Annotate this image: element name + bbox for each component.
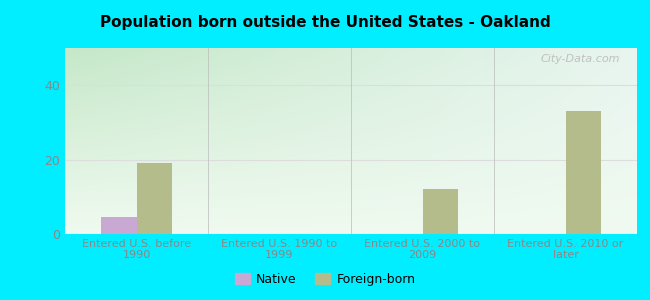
Bar [101,217,136,234]
Legend: Native, Foreign-born: Native, Foreign-born [229,268,421,291]
Bar [422,189,458,234]
Bar [136,163,172,234]
Bar [566,111,601,234]
Text: City-Data.com: City-Data.com [540,54,620,64]
Text: Population born outside the United States - Oakland: Population born outside the United State… [99,15,551,30]
